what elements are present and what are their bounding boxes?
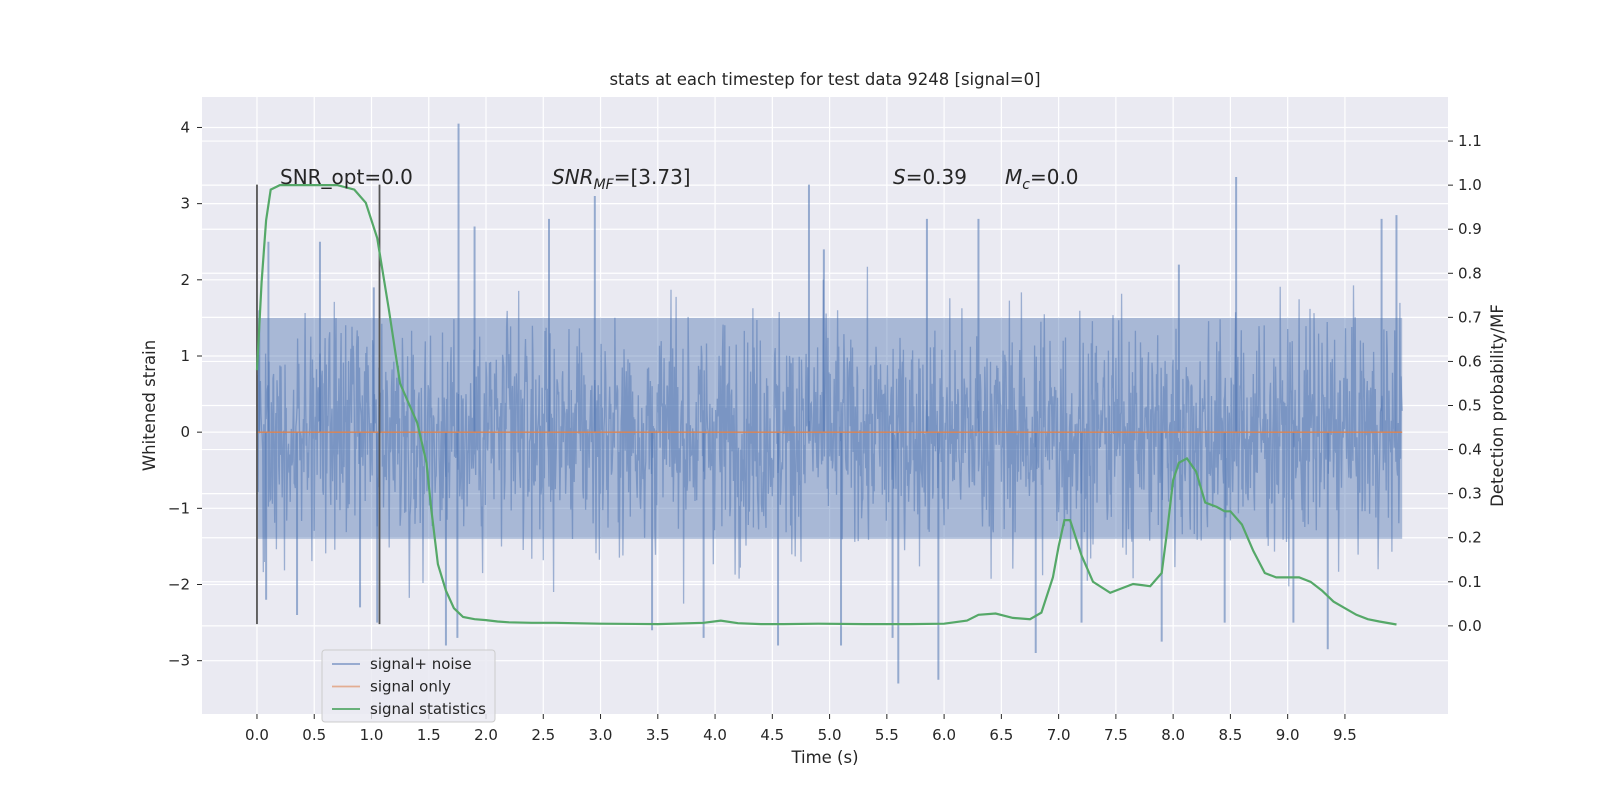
y-right-tick-label: 0.5 (1458, 397, 1482, 415)
x-tick-label: 9.0 (1276, 726, 1300, 744)
chart-title: stats at each timestep for test data 924… (609, 70, 1040, 89)
x-tick-label: 3.5 (646, 726, 670, 744)
y-tick-label: −2 (168, 576, 190, 594)
x-tick-label: 5.5 (875, 726, 899, 744)
y-right-tick-label: 0.6 (1458, 352, 1482, 370)
x-tick-label: 3.0 (589, 726, 613, 744)
x-tick-label: 5.0 (818, 726, 842, 744)
y-right-axis-ticks: 0.0 0.1 0.2 0.3 0.4 0.5 0.6 0.7 0.8 0.9 1.0 1.1 (1448, 132, 1482, 635)
x-tick-label: 0.0 (245, 726, 269, 744)
y-axis-ticks: −3 −2 −1 0 1 2 3 4 (168, 118, 202, 670)
x-axis-label: Time (s) (790, 748, 858, 767)
annotation-base: S (893, 165, 906, 189)
legend-box (321, 649, 496, 723)
noise-core-band (256, 317, 1403, 539)
annotation-value: =0.39 (906, 165, 967, 189)
x-axis-ticks: 0.0 0.5 1.0 1.5 2.0 2.5 3.0 3.5 4.0 4.5 5.0 5.5 6.0 6… (245, 714, 1357, 744)
legend-label-noise: signal+ noise (370, 655, 472, 673)
annotations: SNR_opt=0.0 SNRMF=[3.73] S=0.39 Mc=0.0 (280, 165, 1079, 193)
y-right-tick-label: 0.8 (1458, 264, 1482, 282)
annotation-snr-opt: SNR_opt=0.0 (280, 165, 413, 189)
y-axis-label: Whitened strain (140, 340, 159, 471)
annotation-base: SNR (552, 165, 594, 189)
signal-statistics-series (255, 184, 1397, 626)
x-tick-label: 7.0 (1047, 726, 1071, 744)
y-right-tick-label: 0.0 (1458, 617, 1482, 635)
y-tick-label: 1 (180, 347, 190, 365)
y-right-tick-label: 0.4 (1458, 441, 1482, 459)
x-tick-label: 6.5 (989, 726, 1013, 744)
y-tick-label: −1 (168, 499, 190, 517)
annotation-value: =[3.73] (614, 165, 691, 189)
x-tick-label: 1.0 (360, 726, 384, 744)
y-tick-label: 0 (180, 423, 190, 441)
x-tick-label: 1.5 (417, 726, 441, 744)
y-right-tick-label: 0.2 (1458, 529, 1482, 547)
y-right-tick-label: 0.7 (1458, 308, 1482, 326)
annotation-mc: Mc=0.0 (1005, 165, 1079, 193)
x-tick-label: 2.5 (531, 726, 555, 744)
x-tick-label: 0.5 (302, 726, 326, 744)
annotation-s-stat: S=0.39 (893, 165, 967, 189)
legend: signal+ noise signal only signal statist… (321, 649, 496, 723)
y-tick-label: 4 (180, 118, 190, 136)
y-right-tick-label: 1.1 (1458, 132, 1482, 150)
x-tick-label: 4.0 (703, 726, 727, 744)
x-tick-label: 8.0 (1161, 726, 1185, 744)
y-right-tick-label: 0.9 (1458, 220, 1482, 238)
x-tick-label: 4.5 (760, 726, 784, 744)
y-right-axis-label: Detection probability/MF (1488, 304, 1507, 507)
y-tick-label: −3 (168, 652, 190, 670)
x-tick-label: 2.0 (474, 726, 498, 744)
signal-statistics-line (255, 184, 1397, 626)
x-tick-label: 9.5 (1333, 726, 1357, 744)
annotation-value: =0.0 (1030, 165, 1079, 189)
annotation-subscript: MF (594, 177, 615, 193)
legend-label-signal: signal only (370, 678, 451, 696)
y-right-tick-label: 0.1 (1458, 573, 1482, 591)
legend-label-stats: signal statistics (370, 700, 486, 718)
x-tick-label: 6.0 (932, 726, 956, 744)
y-tick-label: 3 (180, 195, 190, 213)
signal-noise-series (256, 123, 1403, 684)
y-right-tick-label: 0.3 (1458, 485, 1482, 503)
annotation-subscript: c (1022, 177, 1030, 193)
annotation-base: M (1005, 165, 1022, 189)
annotation-snr-mf: SNRMF=[3.73] (552, 165, 691, 193)
x-tick-label: 7.5 (1104, 726, 1128, 744)
noise-trace (256, 266, 1403, 604)
y-right-tick-label: 1.0 (1458, 176, 1482, 194)
y-tick-label: 2 (180, 271, 190, 289)
x-tick-label: 8.5 (1218, 726, 1242, 744)
